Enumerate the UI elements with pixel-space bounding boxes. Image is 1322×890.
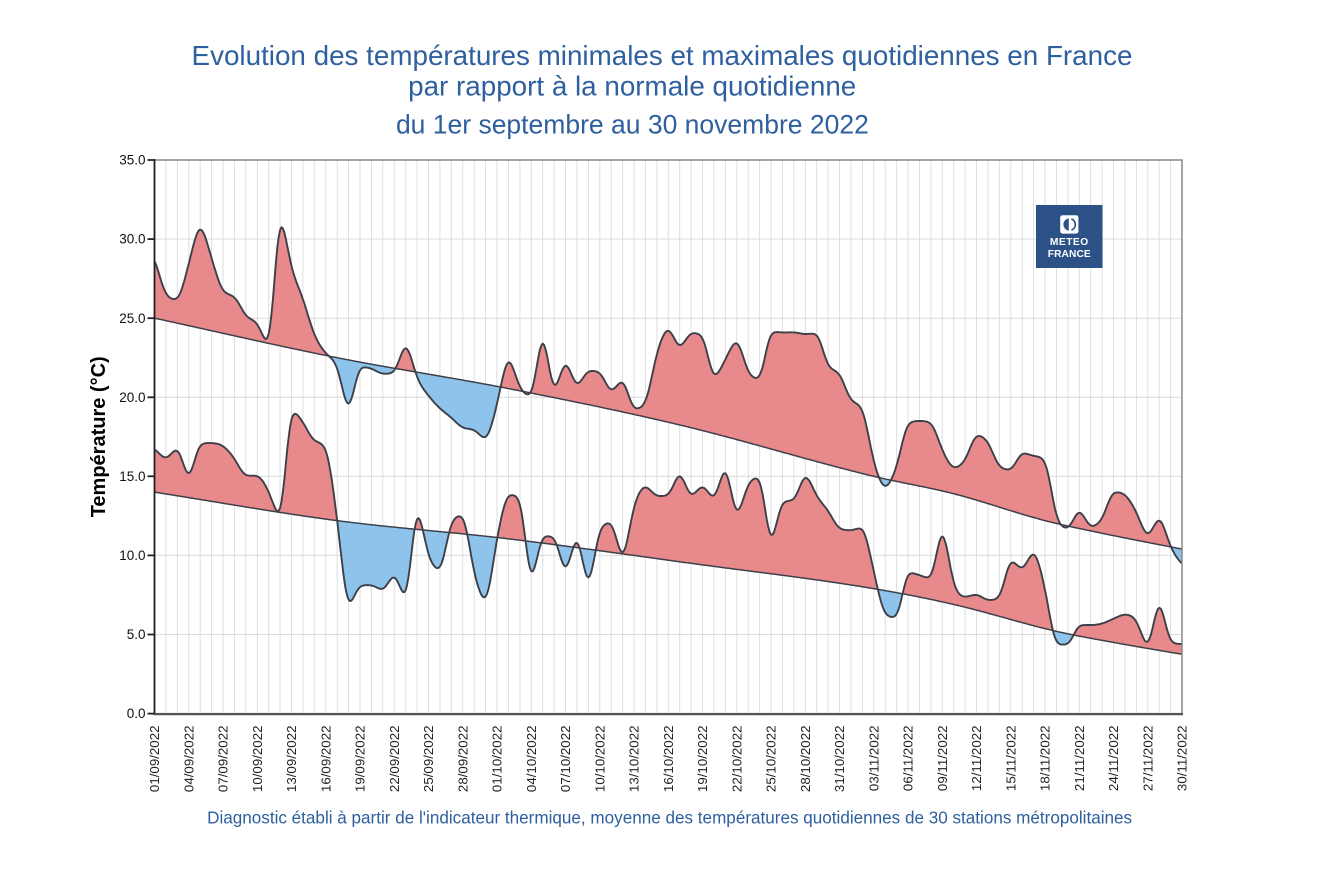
svg-text:06/11/2022: 06/11/2022 (901, 726, 916, 792)
svg-text:20.0: 20.0 (119, 390, 145, 405)
svg-text:04/09/2022: 04/09/2022 (182, 726, 197, 793)
svg-text:15/11/2022: 15/11/2022 (1004, 726, 1019, 792)
svg-text:du 1er septembre au 30 novembr: du 1er septembre au 30 novembre 2022 (396, 110, 869, 140)
svg-text:22/10/2022: 22/10/2022 (730, 726, 745, 793)
svg-text:METEO: METEO (1050, 237, 1089, 248)
svg-text:25.0: 25.0 (119, 311, 145, 326)
svg-text:10/10/2022: 10/10/2022 (593, 726, 608, 793)
svg-text:01/10/2022: 01/10/2022 (490, 726, 505, 793)
svg-text:5.0: 5.0 (127, 627, 146, 642)
svg-text:24/11/2022: 24/11/2022 (1106, 726, 1121, 792)
svg-text:Température (°C): Température (°C) (88, 356, 110, 517)
svg-text:FRANCE: FRANCE (1048, 249, 1091, 260)
svg-text:0.0: 0.0 (127, 706, 146, 721)
svg-text:19/10/2022: 19/10/2022 (695, 726, 710, 793)
svg-text:28/10/2022: 28/10/2022 (798, 726, 813, 793)
svg-text:01/09/2022: 01/09/2022 (147, 726, 162, 793)
svg-text:Diagnostic établi à partir de: Diagnostic établi à partir de l'indicate… (207, 809, 1132, 828)
svg-text:04/10/2022: 04/10/2022 (524, 726, 539, 793)
svg-text:15.0: 15.0 (119, 469, 145, 484)
svg-text:Evolution des températures min: Evolution des températures minimales et … (192, 40, 1133, 71)
svg-text:10/09/2022: 10/09/2022 (250, 726, 265, 793)
svg-text:07/10/2022: 07/10/2022 (558, 726, 573, 793)
svg-text:12/11/2022: 12/11/2022 (969, 726, 984, 792)
svg-text:03/11/2022: 03/11/2022 (867, 726, 882, 792)
svg-text:30/11/2022: 30/11/2022 (1175, 726, 1190, 792)
svg-text:13/10/2022: 13/10/2022 (627, 726, 642, 793)
svg-text:31/10/2022: 31/10/2022 (832, 726, 847, 793)
svg-text:25/10/2022: 25/10/2022 (764, 726, 779, 793)
svg-text:07/09/2022: 07/09/2022 (216, 726, 231, 793)
svg-text:19/09/2022: 19/09/2022 (353, 726, 368, 793)
svg-text:30.0: 30.0 (119, 232, 145, 247)
svg-text:09/11/2022: 09/11/2022 (935, 726, 950, 792)
svg-text:28/09/2022: 28/09/2022 (456, 726, 471, 793)
svg-text:10.0: 10.0 (119, 548, 145, 563)
svg-text:par rapport à la normale quoti: par rapport à la normale quotidienne (408, 71, 856, 102)
svg-text:22/09/2022: 22/09/2022 (387, 726, 402, 793)
svg-text:18/11/2022: 18/11/2022 (1038, 726, 1053, 792)
svg-text:27/11/2022: 27/11/2022 (1141, 726, 1156, 792)
svg-text:16/09/2022: 16/09/2022 (319, 726, 334, 793)
svg-text:16/10/2022: 16/10/2022 (661, 726, 676, 793)
svg-text:25/09/2022: 25/09/2022 (421, 726, 436, 793)
svg-text:21/11/2022: 21/11/2022 (1072, 726, 1087, 792)
svg-text:35.0: 35.0 (119, 153, 145, 168)
svg-text:13/09/2022: 13/09/2022 (284, 726, 299, 793)
